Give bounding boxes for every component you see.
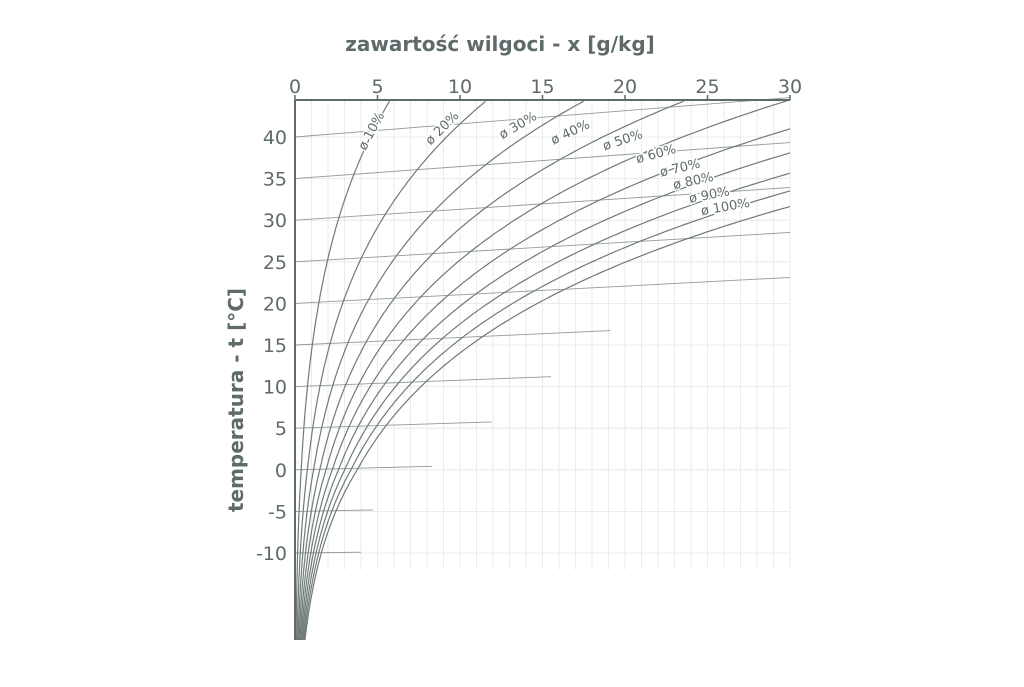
y-tick-label: 0 (275, 460, 287, 482)
rh-curve-90 (303, 190, 791, 641)
x-tick-label: 0 (289, 76, 301, 98)
y-tick-label: 10 (263, 377, 287, 399)
x-tick-label: 5 (371, 76, 383, 98)
y-tick-label: 40 (263, 127, 287, 149)
y-tick-label: 20 (263, 293, 287, 315)
x-tick-label: 10 (448, 76, 472, 98)
y-tick-label: 5 (275, 418, 287, 440)
isotherm-line (294, 421, 492, 429)
y-tick-label: 35 (263, 169, 287, 191)
x-tick-label: 15 (530, 76, 554, 98)
isotherm-line (294, 509, 373, 512)
y-tick-label: -5 (268, 501, 287, 523)
rh-curve-20 (296, 100, 486, 640)
isotherm-line (294, 187, 791, 221)
rh-curve-100 (304, 205, 791, 641)
rh-curve-70 (301, 152, 791, 641)
y-tick-label: 25 (263, 252, 287, 274)
y-tick-label: -10 (256, 543, 287, 565)
isotherm-line (294, 465, 433, 471)
rh-label-30: ø 30% (497, 109, 540, 142)
x-tick-label: 30 (778, 76, 802, 98)
isotherm-line (294, 97, 791, 138)
isotherm-line (294, 330, 611, 346)
rh-curve-60 (300, 128, 791, 641)
isotherm-line (294, 276, 791, 304)
y-axis-title: temperatura - t [°C] (224, 287, 248, 513)
x-tick-label: 25 (695, 76, 719, 98)
rh-curve-10 (295, 101, 390, 640)
rh-label-50: ø 50% (601, 127, 645, 154)
rh-label-40: ø 40% (549, 117, 592, 148)
x-tick-label: 20 (613, 76, 637, 98)
isotherm-line (294, 376, 552, 388)
isotherm-line (294, 232, 791, 263)
y-tick-label: 30 (263, 210, 287, 232)
y-tick-label: 15 (263, 335, 287, 357)
x-axis-title: zawartość wilgoci - x [g/kg] (345, 32, 655, 56)
rh-curve-30 (297, 100, 584, 641)
rh-label-20: ø 20% (423, 109, 463, 149)
rh-curve-50 (299, 99, 791, 641)
rh-curve-80 (302, 172, 791, 641)
rh-curve-40 (298, 100, 684, 641)
isotherm-line (294, 142, 791, 180)
